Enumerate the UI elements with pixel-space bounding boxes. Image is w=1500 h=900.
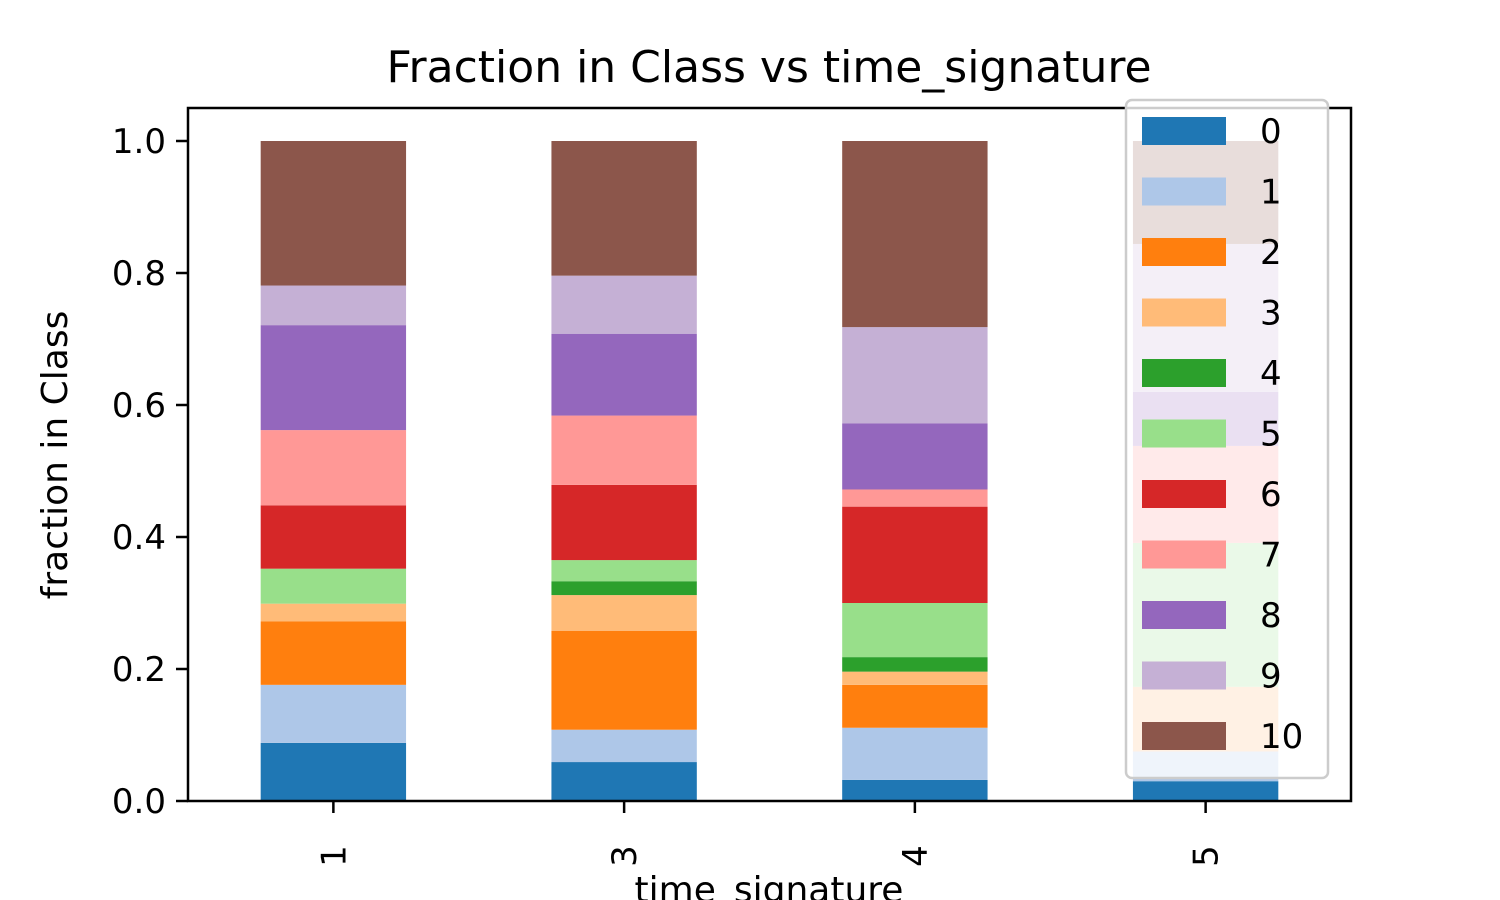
y-axis-ticks: 0.0 0.2 0.4 0.6 0.8 1.0 xyxy=(112,122,188,822)
legend-swatch-2 xyxy=(1142,238,1226,266)
bar-segment-1-class-6 xyxy=(260,505,407,569)
bar-segment-4-class-7 xyxy=(842,489,988,507)
legend-label-1: 1 xyxy=(1260,173,1282,213)
legend-label-2: 2 xyxy=(1260,233,1282,273)
bar-segment-1-class-8 xyxy=(260,325,407,431)
bar-segment-4-class-8 xyxy=(842,423,988,490)
legend-label-0: 0 xyxy=(1260,112,1282,152)
x-tick-label: 5 xyxy=(1187,845,1227,867)
bar-segment-4-class-1 xyxy=(842,727,988,780)
legend-swatch-6 xyxy=(1142,480,1226,508)
bar-segment-3-class-6 xyxy=(551,484,697,561)
chart-title: Fraction in Class vs time_signature xyxy=(386,42,1151,93)
legend-label-7: 7 xyxy=(1260,536,1282,576)
y-tick-label: 1.0 xyxy=(112,122,166,162)
bar-segment-3-class-0 xyxy=(551,762,697,801)
y-tick-label: 0.2 xyxy=(112,650,166,690)
bar-segment-1-class-9 xyxy=(260,285,407,326)
legend-label-8: 8 xyxy=(1260,596,1282,636)
y-tick-label: 0.4 xyxy=(112,518,166,558)
bar-segment-4-class-2 xyxy=(842,684,988,728)
legend-label-4: 4 xyxy=(1260,354,1282,394)
bar-segment-4-class-0 xyxy=(842,779,988,801)
bar-segment-1-class-1 xyxy=(260,684,407,743)
bar-segment-4-class-9 xyxy=(842,327,988,424)
bar-segment-4-class-6 xyxy=(842,506,988,603)
bar-segment-4-class-10 xyxy=(842,141,988,328)
plot-frame xyxy=(186,106,1353,803)
bar-segment-3-class-1 xyxy=(551,729,697,763)
bar-segment-5-class-0 xyxy=(1132,781,1279,801)
bar-segment-3-class-5 xyxy=(551,560,697,582)
legend-label-9: 9 xyxy=(1260,657,1282,697)
legend-swatch-4 xyxy=(1142,359,1226,387)
legend-label-6: 6 xyxy=(1260,475,1282,515)
x-axis-label: time_signature xyxy=(635,870,904,900)
bar-segment-3-class-7 xyxy=(551,415,697,485)
x-tick-label: 4 xyxy=(896,845,936,867)
legend-swatch-10 xyxy=(1142,722,1226,750)
y-tick-label: 0.8 xyxy=(112,254,166,294)
legend-swatch-7 xyxy=(1142,540,1226,569)
bar-segment-1-class-7 xyxy=(260,430,407,506)
legend: 0 1 2 3 4 5 6 7 8 9 10 xyxy=(1124,98,1330,780)
bar-segment-1-class-3 xyxy=(260,603,407,622)
legend-swatch-1 xyxy=(1142,177,1226,206)
x-axis-ticks: 1 3 4 5 xyxy=(314,801,1227,867)
legend-swatch-9 xyxy=(1142,661,1226,690)
bar-segment-1-class-0 xyxy=(260,742,407,801)
bar-segment-1-class-10 xyxy=(260,141,407,286)
legend-label-3: 3 xyxy=(1260,294,1282,334)
legend-swatch-8 xyxy=(1142,601,1226,629)
bar-segment-4-class-4 xyxy=(842,657,988,672)
x-tick-label: 1 xyxy=(314,845,354,867)
y-tick-label: 0.6 xyxy=(112,386,166,426)
bar-segment-3-class-9 xyxy=(551,275,697,334)
bar-segment-3-class-10 xyxy=(551,141,697,276)
bar-segment-1-class-5 xyxy=(260,568,407,604)
bar-segment-4-class-5 xyxy=(842,603,988,658)
y-tick-label: 0.0 xyxy=(112,782,166,822)
legend-label-10: 10 xyxy=(1260,717,1303,757)
legend-label-5: 5 xyxy=(1260,415,1282,455)
bar-segment-4-class-3 xyxy=(842,671,988,685)
bar-segment-3-class-4 xyxy=(551,581,697,596)
legend-swatch-3 xyxy=(1142,298,1226,327)
y-axis-label: fraction in Class xyxy=(35,311,76,600)
bar-segment-3-class-2 xyxy=(551,630,697,730)
bar-segment-1-class-2 xyxy=(260,621,407,685)
x-tick-label: 3 xyxy=(605,845,645,867)
bar-segment-3-class-3 xyxy=(551,595,697,631)
legend-swatch-0 xyxy=(1142,117,1226,145)
bar-segment-3-class-8 xyxy=(551,333,697,416)
legend-swatch-5 xyxy=(1142,419,1226,448)
